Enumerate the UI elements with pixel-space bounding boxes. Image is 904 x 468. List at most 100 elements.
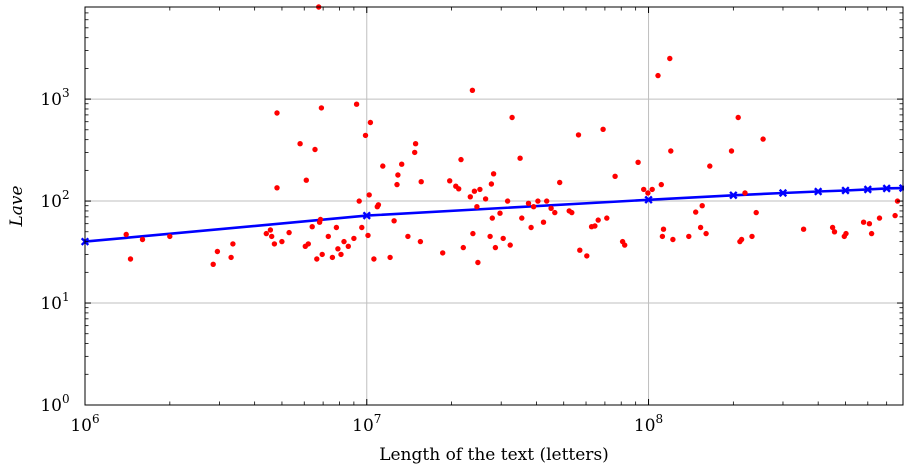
- scatter-point: [371, 256, 377, 262]
- scatter-point: [876, 215, 883, 221]
- scatter-point: [831, 229, 838, 235]
- scatter-point: [490, 171, 497, 177]
- scatter-point: [649, 186, 655, 193]
- scatter-point: [528, 224, 534, 231]
- scatter-point: [412, 141, 419, 147]
- scatter-point: [575, 132, 582, 138]
- scatter-point: [274, 185, 280, 191]
- scatter-point: [395, 172, 401, 178]
- scatter-point: [471, 188, 478, 194]
- scatter-point: [297, 141, 303, 147]
- scatter-point: [492, 244, 499, 251]
- scatter-point: [738, 236, 745, 243]
- scatter-point: [622, 242, 628, 248]
- scatter-point: [659, 233, 666, 240]
- scatter-point: [728, 148, 735, 154]
- scatter-point: [641, 186, 647, 193]
- scatter-point: [303, 177, 309, 183]
- scatter-point: [365, 232, 371, 239]
- scatter-point: [660, 226, 667, 232]
- scatter-point: [399, 161, 405, 167]
- scatter-point: [267, 227, 274, 233]
- scatter-point: [548, 205, 554, 211]
- scatter-point: [367, 119, 374, 126]
- scatter-point: [557, 179, 563, 186]
- scatter-point: [286, 229, 292, 236]
- scatter-point: [635, 159, 641, 165]
- scatter-point: [338, 251, 344, 258]
- scatter-point: [517, 155, 523, 161]
- scatter-point: [475, 259, 481, 266]
- line-marker: [644, 195, 653, 204]
- scatter-point: [469, 87, 476, 94]
- scatter-point: [380, 163, 386, 169]
- y-tick-labels: 100 101 102 103: [40, 86, 69, 416]
- scatter-point: [458, 156, 464, 163]
- scatter-point: [544, 198, 550, 204]
- scatter-point: [335, 246, 341, 252]
- scatter-point: [412, 149, 418, 156]
- scatter-point: [655, 72, 661, 79]
- scatter-point: [474, 204, 480, 210]
- scatter-point: [668, 148, 674, 154]
- scatter-point: [309, 224, 315, 230]
- scatter-point: [540, 219, 547, 225]
- fit-line-series: [80, 183, 904, 246]
- scatter-point: [460, 244, 466, 251]
- x-tick-label: 107: [352, 412, 381, 436]
- y-tick-label: 101: [40, 290, 69, 314]
- scatter-point: [843, 230, 849, 237]
- scatter-point: [362, 132, 369, 139]
- scatter-point: [693, 209, 699, 215]
- scatter-point: [742, 190, 748, 196]
- scatter-point: [569, 209, 575, 216]
- scatter-point: [735, 114, 741, 121]
- fit-line: [84, 186, 904, 243]
- line-marker: [882, 184, 891, 193]
- scatter-point: [269, 233, 275, 240]
- scatter-point: [507, 242, 513, 248]
- scatter-point: [127, 256, 134, 262]
- scatter-point: [263, 230, 269, 237]
- scatter-point: [356, 198, 362, 204]
- scatter-point: [214, 248, 221, 255]
- scatter-point: [868, 230, 875, 237]
- scatter-point: [604, 215, 610, 221]
- scatter-point: [305, 241, 311, 247]
- scatter-point: [318, 105, 325, 111]
- scatter-point: [530, 204, 537, 210]
- scatter-point: [279, 238, 285, 245]
- line-marker: [863, 185, 872, 194]
- scatter-point: [667, 55, 673, 62]
- y-axis-label: Lave: [7, 185, 27, 227]
- scatter-point: [319, 251, 325, 258]
- scatter-series: [123, 4, 901, 267]
- scatter-point: [345, 243, 351, 249]
- scatter-point: [375, 202, 382, 208]
- scatter-point: [697, 224, 704, 231]
- scatter-point: [866, 221, 873, 227]
- scatter-point: [892, 212, 898, 219]
- scatter-point: [800, 226, 807, 232]
- scatter-point: [600, 126, 606, 132]
- scatter-point: [525, 200, 532, 206]
- scatter-point: [470, 230, 476, 237]
- line-marker: [778, 188, 788, 198]
- scatter-point: [417, 238, 424, 245]
- scatter-point: [584, 253, 590, 259]
- scatter-point: [488, 181, 495, 187]
- line-marker: [729, 191, 738, 200]
- scatter-point: [359, 224, 365, 231]
- scatter-point: [487, 233, 493, 240]
- scatter-point: [612, 173, 618, 179]
- scatter-point: [351, 235, 357, 242]
- scatter-point: [341, 238, 347, 245]
- scatter-point: [387, 254, 393, 261]
- scatter-point: [317, 216, 324, 223]
- scatter-point: [477, 186, 483, 193]
- scatter-point: [210, 261, 216, 267]
- scatter-point: [482, 196, 489, 202]
- scatter-point: [440, 250, 446, 256]
- scatter-point: [329, 254, 336, 261]
